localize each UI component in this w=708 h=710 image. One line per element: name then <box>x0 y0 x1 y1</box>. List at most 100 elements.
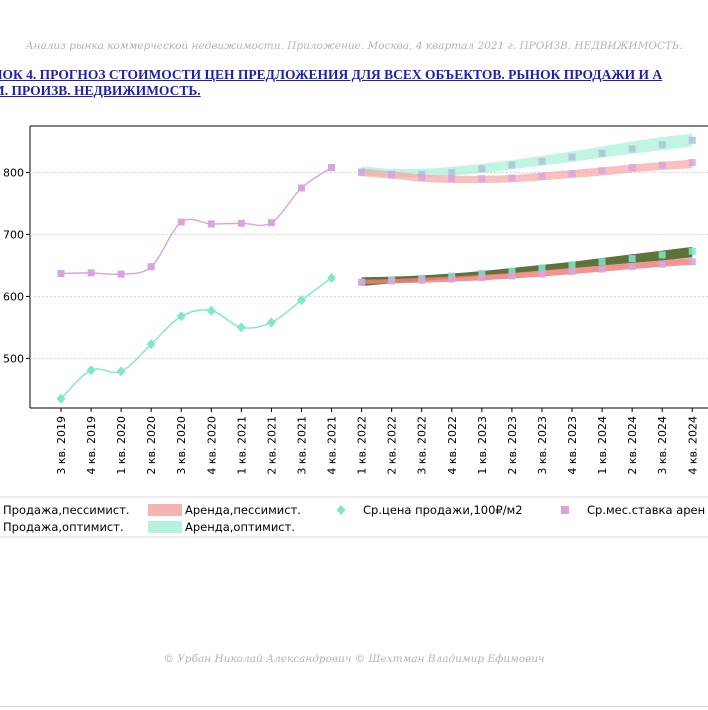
forecast-marker <box>448 275 456 283</box>
sale-price-point <box>176 311 186 322</box>
forecast-marker <box>628 145 636 153</box>
rent-rate-point <box>147 263 155 271</box>
report-header-note: Анализ рынка коммерческой недвижимости. … <box>25 40 683 52</box>
x-tick-label: 1 кв. 2020 <box>115 416 128 475</box>
forecast-marker <box>598 265 606 273</box>
sale-price-point <box>266 317 276 328</box>
sale-price-point <box>86 365 96 376</box>
x-tick-label: 4 кв. 2020 <box>205 416 218 475</box>
forecast-marker <box>688 247 696 255</box>
y-tick-label: 700 <box>3 228 24 241</box>
forecast-marker <box>508 267 516 275</box>
bottom-divider <box>0 706 708 707</box>
y-tick-label: 500 <box>3 352 24 365</box>
sale-price-line <box>60 277 332 400</box>
forecast-marker <box>358 168 366 176</box>
legend-label: Ср.мес.ставка арен <box>587 503 705 517</box>
y-tick-label: 800 <box>3 166 24 179</box>
forecast-marker <box>508 174 516 182</box>
forecast-marker <box>418 173 426 181</box>
copyright-footer: © Урбан Николай Александрович © Шехтман … <box>163 653 545 665</box>
legend-label: Продажа,пессимист. <box>3 503 130 517</box>
x-tick-label: 3 кв. 2023 <box>536 416 549 475</box>
x-tick-label: 2 кв. 2020 <box>145 416 158 475</box>
forecast-marker <box>598 167 606 175</box>
x-tick-label: 4 кв. 2024 <box>686 416 699 475</box>
sale-price-point <box>296 295 306 306</box>
forecast-marker <box>508 161 516 169</box>
forecast-marker <box>448 175 456 183</box>
forecast-marker <box>538 157 546 165</box>
legend-swatch <box>148 521 182 533</box>
x-tick-label: 4 кв. 2019 <box>85 416 98 475</box>
forecast-marker <box>478 274 486 282</box>
x-tick-label: 2 кв. 2022 <box>386 416 399 475</box>
x-tick-label: 3 кв. 2019 <box>55 416 68 475</box>
forecast-marker <box>658 161 666 169</box>
rent-rate-point <box>297 184 305 192</box>
x-tick-label: 2 кв. 2023 <box>506 416 519 475</box>
rent-rate-point <box>328 164 336 172</box>
legend-swatch <box>561 506 569 514</box>
x-tick-label: 2 кв. 2024 <box>626 416 639 475</box>
rent-rate-point <box>237 219 245 227</box>
forecast-marker <box>658 251 666 259</box>
forecast-marker <box>358 278 366 286</box>
sale-price-point <box>56 393 66 404</box>
forecast-marker <box>568 268 576 276</box>
x-tick-label: 3 кв. 2021 <box>295 416 308 475</box>
x-tick-label: 3 кв. 2022 <box>416 416 429 475</box>
x-tick-label: 2 кв. 2021 <box>265 416 278 475</box>
rent-rate-line <box>60 166 332 276</box>
x-tick-label: 1 кв. 2024 <box>596 416 609 475</box>
y-tick-label: 600 <box>3 290 24 303</box>
forecast-marker <box>538 270 546 278</box>
forecast-marker <box>688 136 696 144</box>
legend-label: Ср.цена продажи,100₽/м2 <box>363 503 523 517</box>
sale-price-point <box>206 305 216 316</box>
sale-price-point <box>116 366 126 377</box>
forecast-marker <box>568 153 576 161</box>
forecast-marker <box>388 171 396 179</box>
forecast-marker <box>688 258 696 266</box>
forecast-marker <box>628 255 636 263</box>
forecast-band <box>361 159 693 184</box>
sale-price-point <box>327 272 337 283</box>
rent-rate-point <box>57 270 65 278</box>
figure-title-line-1: НОК 4. ПРОГНОЗ СТОИМОСТИ ЦЕН ПРЕДЛОЖЕНИЯ… <box>0 67 663 82</box>
rent-rate-point <box>207 220 215 228</box>
legend-label: Продажа,оптимист. <box>3 520 124 534</box>
x-tick-label: 3 кв. 2020 <box>175 416 188 475</box>
x-tick-label: 3 кв. 2024 <box>656 416 669 475</box>
x-tick-label: 4 кв. 2023 <box>566 416 579 475</box>
legend-swatch <box>148 504 182 516</box>
forecast-marker <box>568 170 576 178</box>
rent-rate-point <box>177 218 185 226</box>
forecast-marker <box>388 277 396 285</box>
forecast-marker <box>658 141 666 149</box>
forecast-marker <box>568 261 576 269</box>
legend-label: Аренда,пессимист. <box>185 503 301 517</box>
forecast-marker <box>478 175 486 183</box>
forecast-marker <box>508 272 516 280</box>
x-tick-label: 1 кв. 2022 <box>356 416 369 475</box>
x-tick-label: 1 кв. 2021 <box>235 416 248 475</box>
forecast-band <box>361 258 693 285</box>
forecast-marker <box>448 168 456 176</box>
forecast-marker <box>538 264 546 272</box>
forecast-marker <box>688 159 696 167</box>
sale-price-point <box>146 339 156 350</box>
figure-title: НОК 4. ПРОГНОЗ СТОИМОСТИ ЦЕН ПРЕДЛОЖЕНИЯ… <box>0 67 708 99</box>
forecast-marker <box>598 258 606 266</box>
x-tick-label: 1 кв. 2023 <box>476 416 489 475</box>
rent-rate-point <box>87 269 95 277</box>
legend-swatch <box>336 505 346 515</box>
forecast-marker <box>538 172 546 180</box>
forecast-marker <box>418 276 426 284</box>
x-tick-label: 4 кв. 2022 <box>446 416 459 475</box>
x-tick-label: 4 кв. 2021 <box>326 416 339 475</box>
forecast-marker <box>628 263 636 271</box>
sale-price-point <box>236 322 246 333</box>
figure-title-line-2: М. ПРОИЗВ. НЕДВИЖИМОСТЬ. <box>0 83 201 98</box>
